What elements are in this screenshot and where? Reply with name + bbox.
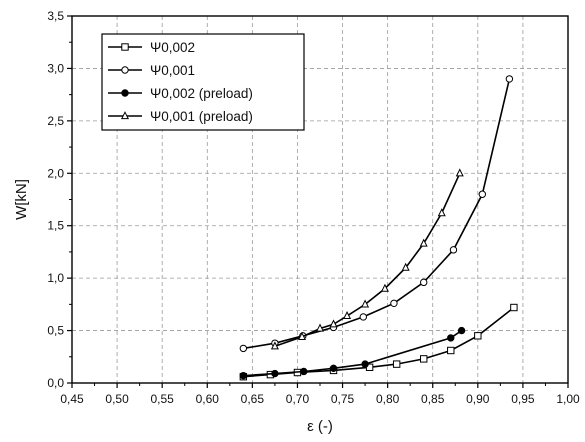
series-4-point xyxy=(380,283,389,292)
series-4-point xyxy=(401,262,410,271)
legend-marker xyxy=(121,89,129,97)
legend-label: Ψ0,001 (preload) xyxy=(150,109,253,124)
legend-item: Ψ0,002 (preload) xyxy=(108,86,253,101)
series-3-point xyxy=(271,369,279,378)
series-2-line xyxy=(243,78,511,350)
legend-item: Ψ0,002 xyxy=(108,40,195,55)
y-tick-label: 1,5 xyxy=(47,219,64,233)
legend-label: Ψ0,002 xyxy=(150,40,195,55)
x-tick-label: 0,55 xyxy=(151,392,175,406)
legend-item: Ψ0,001 xyxy=(108,63,195,78)
grid xyxy=(72,16,568,383)
series-4 xyxy=(270,168,464,350)
legend-marker xyxy=(120,111,130,120)
y-tick-label: 1,0 xyxy=(47,271,64,285)
x-tick-label: 0,75 xyxy=(331,392,355,406)
y-tick-label: 0,5 xyxy=(47,324,64,338)
legend-marker xyxy=(121,66,129,74)
y-tick-label: 3,5 xyxy=(47,9,64,23)
series-3-point xyxy=(447,334,455,342)
legend-box xyxy=(101,33,305,131)
series-4-point xyxy=(270,341,279,350)
series-3 xyxy=(239,326,466,380)
series-2-point xyxy=(505,75,514,83)
y-tick-label: 0,0 xyxy=(47,376,64,390)
y-tick-label: 3,0 xyxy=(47,61,64,75)
legend-item: Ψ0,001 (preload) xyxy=(108,109,253,124)
x-tick-label: 0,70 xyxy=(286,392,310,406)
series-layer xyxy=(239,75,518,381)
x-tick-label: 0,50 xyxy=(105,392,129,406)
legend-label: Ψ0,001 xyxy=(150,63,195,78)
series-4-point xyxy=(343,310,352,319)
series-3-point xyxy=(361,360,369,368)
series-4-point xyxy=(297,331,306,340)
series-4-point xyxy=(315,323,325,332)
legend-label: Ψ0,002 (preload) xyxy=(150,86,253,101)
legend-marker xyxy=(121,43,129,51)
series-2-point xyxy=(449,246,458,254)
series-3-point xyxy=(329,364,338,373)
x-tick-label: 0,60 xyxy=(196,392,220,406)
x-tick-label: 0,45 xyxy=(60,392,84,406)
series-3-point xyxy=(300,367,308,376)
series-4-point xyxy=(437,208,446,217)
x-axis-title: ε (-) xyxy=(307,418,333,435)
tick-labels: 0,45 0,50 0,55 0,60 0,65 0,70 0,75 0,80 0,85 0,90… xyxy=(47,9,580,406)
ticks xyxy=(67,15,569,388)
series-1-point xyxy=(447,346,455,355)
x-tick-label: 0,80 xyxy=(376,392,400,406)
series-2-point xyxy=(239,344,248,353)
series-4-point xyxy=(419,238,428,247)
series-4-point xyxy=(361,299,370,308)
series-2-point xyxy=(478,190,487,198)
y-axis-title: W[kN] xyxy=(13,179,30,220)
x-tick-label: 1,00 xyxy=(556,392,580,406)
x-tick-label: 0,85 xyxy=(421,392,445,406)
series-4-point xyxy=(329,319,338,328)
x-tick-label: 0,65 xyxy=(241,392,265,406)
series-1-point xyxy=(510,303,518,312)
y-tick-label: 2,5 xyxy=(47,114,64,128)
series-4-line xyxy=(274,172,461,348)
series-1-point xyxy=(392,360,401,368)
x-tick-label: 0,90 xyxy=(466,392,490,406)
series-2-point xyxy=(420,278,428,287)
series-3-point xyxy=(457,326,466,335)
legend: Ψ0,002 Ψ0,001 Ψ0,002 (preload) Ψ0,001 (prel… xyxy=(101,33,305,131)
x-tick-label: 0,95 xyxy=(511,392,535,406)
series-3-point xyxy=(239,371,248,380)
y-tick-label: 2,0 xyxy=(47,166,64,180)
series-1-point xyxy=(420,355,428,363)
series-1-point xyxy=(474,332,482,340)
series-2-point xyxy=(390,299,398,308)
series-4-point xyxy=(455,168,464,177)
series-2-point xyxy=(359,313,367,321)
series-1-line xyxy=(243,306,515,378)
